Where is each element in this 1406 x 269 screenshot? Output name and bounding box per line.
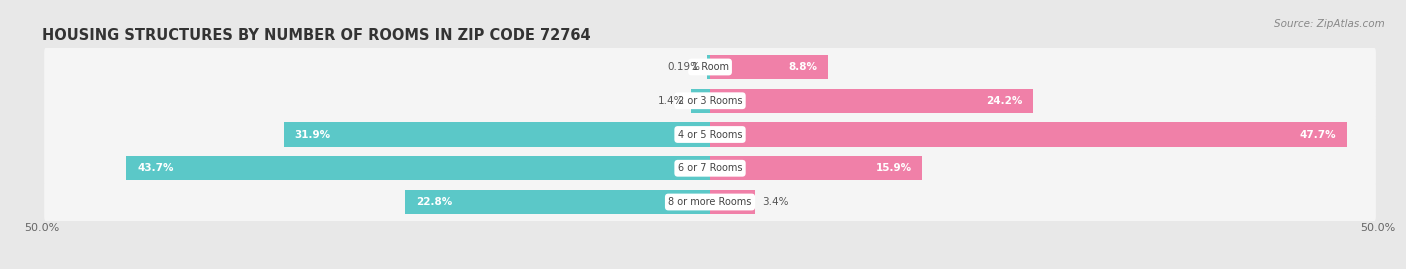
Bar bbox=[710, 55, 828, 79]
Text: 22.8%: 22.8% bbox=[416, 197, 453, 207]
Text: 3.4%: 3.4% bbox=[762, 197, 789, 207]
Bar bbox=[127, 156, 710, 180]
FancyBboxPatch shape bbox=[44, 183, 1376, 221]
Text: 6 or 7 Rooms: 6 or 7 Rooms bbox=[678, 163, 742, 173]
Text: 8 or more Rooms: 8 or more Rooms bbox=[668, 197, 752, 207]
Bar bbox=[710, 122, 1347, 147]
Text: 0.19%: 0.19% bbox=[668, 62, 700, 72]
Text: 15.9%: 15.9% bbox=[876, 163, 911, 173]
Bar bbox=[707, 55, 710, 79]
Bar bbox=[405, 190, 710, 214]
Bar bbox=[710, 156, 922, 180]
Text: 1 Room: 1 Room bbox=[692, 62, 728, 72]
Text: 24.2%: 24.2% bbox=[986, 96, 1022, 106]
Bar bbox=[284, 122, 710, 147]
Text: 47.7%: 47.7% bbox=[1301, 129, 1337, 140]
FancyBboxPatch shape bbox=[44, 149, 1376, 188]
Bar bbox=[692, 89, 710, 113]
Text: 2 or 3 Rooms: 2 or 3 Rooms bbox=[678, 96, 742, 106]
FancyBboxPatch shape bbox=[44, 115, 1376, 154]
FancyBboxPatch shape bbox=[44, 48, 1376, 86]
Text: HOUSING STRUCTURES BY NUMBER OF ROOMS IN ZIP CODE 72764: HOUSING STRUCTURES BY NUMBER OF ROOMS IN… bbox=[42, 28, 591, 43]
Bar bbox=[710, 89, 1033, 113]
Text: 8.8%: 8.8% bbox=[787, 62, 817, 72]
Text: 1.4%: 1.4% bbox=[658, 96, 685, 106]
Bar bbox=[710, 190, 755, 214]
Text: Source: ZipAtlas.com: Source: ZipAtlas.com bbox=[1274, 19, 1385, 29]
Text: 43.7%: 43.7% bbox=[136, 163, 173, 173]
Text: 31.9%: 31.9% bbox=[295, 129, 330, 140]
Text: 4 or 5 Rooms: 4 or 5 Rooms bbox=[678, 129, 742, 140]
FancyBboxPatch shape bbox=[44, 81, 1376, 120]
